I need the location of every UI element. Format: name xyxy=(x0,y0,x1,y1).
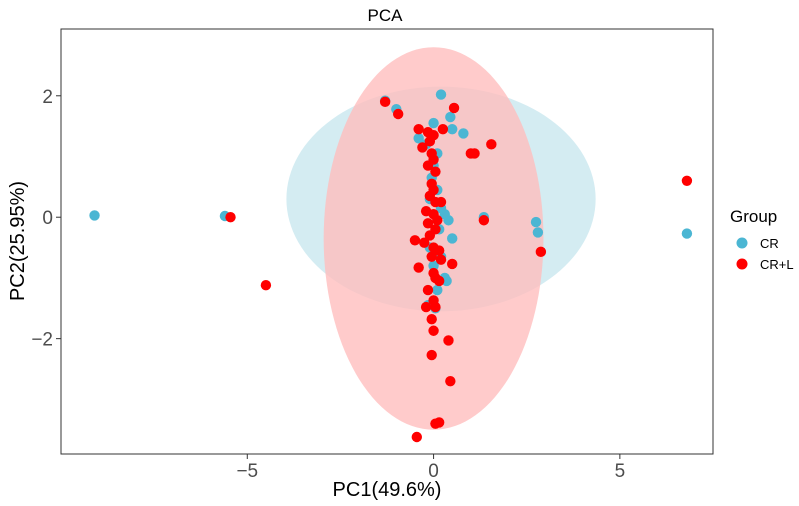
point-cr-l-45 xyxy=(430,301,441,313)
point-cr-l-6 xyxy=(486,139,497,150)
point-cr-l-29 xyxy=(409,235,421,246)
y-tick-label: −2 xyxy=(31,330,53,351)
y-tick-label: 2 xyxy=(42,87,53,108)
point-cr-l-51 xyxy=(445,375,456,387)
point-cr-8 xyxy=(428,117,439,129)
point-cr-30 xyxy=(530,216,542,228)
point-cr-l-35 xyxy=(413,262,424,273)
point-cr-l-9 xyxy=(413,123,424,135)
data-points xyxy=(89,89,693,443)
point-cr-l-28 xyxy=(424,230,436,241)
point-cr-25 xyxy=(441,275,452,287)
legend-label-cr: CR xyxy=(760,236,779,251)
legend-title: Group xyxy=(730,207,777,226)
point-cr-l-40 xyxy=(478,215,490,226)
y-axis: −2 0 2 xyxy=(31,87,61,351)
point-cr-l-41 xyxy=(535,246,547,258)
point-cr-32 xyxy=(681,228,693,239)
x-axis: −5 0 5 xyxy=(236,454,625,482)
point-cr-l-8 xyxy=(469,148,480,159)
point-cr-l-43 xyxy=(422,284,434,296)
point-cr-6 xyxy=(458,128,469,139)
point-cr-l-42 xyxy=(681,175,693,186)
legend-label-crl: CR+L xyxy=(760,257,794,272)
point-cr-31 xyxy=(532,227,544,238)
point-cr-7 xyxy=(447,123,458,135)
legend: Group CR CR+L xyxy=(730,207,794,272)
point-cr-l-32 xyxy=(433,245,445,256)
point-cr-l-25 xyxy=(432,215,443,226)
point-cr-l-4 xyxy=(448,102,460,114)
point-cr-l-47 xyxy=(426,314,437,325)
x-tick-label: 0 xyxy=(428,461,439,482)
point-cr-l-26 xyxy=(422,218,434,229)
point-cr-23 xyxy=(428,260,439,271)
point-cr-l-5 xyxy=(437,123,449,135)
point-cr-l-34 xyxy=(435,254,447,265)
point-cr-l-53 xyxy=(433,417,445,428)
point-cr-l-0 xyxy=(225,212,236,223)
point-cr-l-1 xyxy=(260,280,272,291)
point-cr-9 xyxy=(413,133,424,144)
point-cr-l-22 xyxy=(435,196,447,208)
chart-title: PCA xyxy=(368,6,404,25)
point-cr-l-12 xyxy=(424,136,436,147)
point-cr-18 xyxy=(443,215,454,226)
point-cr-5 xyxy=(445,111,456,123)
y-axis-label: PC2(25.95%) xyxy=(7,181,29,301)
point-cr-26 xyxy=(432,284,443,296)
point-cr-20 xyxy=(447,233,458,244)
point-cr-l-46 xyxy=(420,301,432,313)
point-cr-l-33 xyxy=(426,251,437,262)
point-cr-l-39 xyxy=(447,258,458,270)
point-cr-l-50 xyxy=(426,349,437,361)
x-tick-label: −5 xyxy=(236,461,258,482)
plot-panel-border xyxy=(60,28,714,455)
point-cr-l-2 xyxy=(379,96,391,108)
confidence-ellipses xyxy=(286,47,596,430)
legend-key-cr xyxy=(736,237,748,249)
legend-key-crl xyxy=(736,258,748,270)
x-axis-label: PC1(49.6%) xyxy=(333,479,442,501)
point-cr-0 xyxy=(89,210,100,221)
point-cr-l-3 xyxy=(392,108,404,120)
y-tick-label: 0 xyxy=(42,208,53,229)
point-cr-l-13 xyxy=(417,142,428,153)
point-cr-l-48 xyxy=(428,325,439,336)
point-cr-l-17 xyxy=(430,166,441,177)
point-cr-l-16 xyxy=(422,160,434,171)
point-cr-l-30 xyxy=(419,237,430,248)
x-tick-label: 5 xyxy=(615,461,626,482)
point-cr-l-38 xyxy=(433,275,445,287)
point-cr-4 xyxy=(435,89,447,100)
point-cr-l-49 xyxy=(443,335,454,346)
point-cr-l-54 xyxy=(411,431,423,443)
